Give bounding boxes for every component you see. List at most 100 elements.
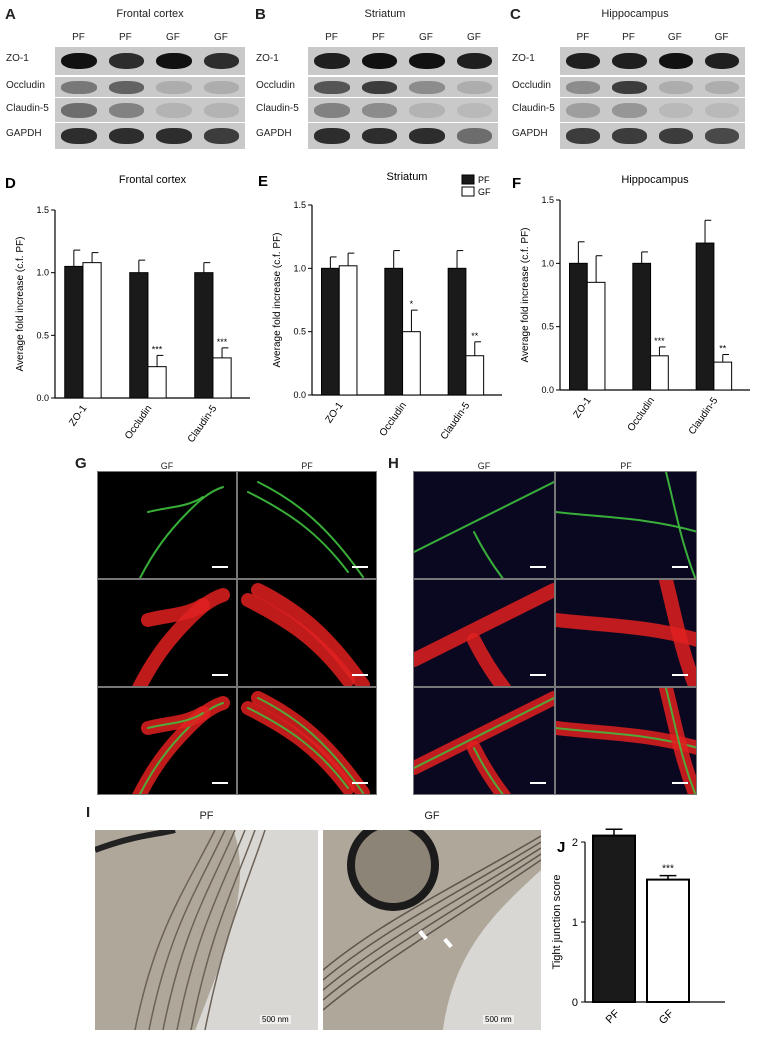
lane-label: GF	[165, 32, 180, 43]
scale-bar	[530, 782, 546, 784]
blot-strip	[560, 97, 745, 123]
micro-image	[97, 579, 237, 687]
bar-pf	[64, 265, 84, 399]
vessel-path	[473, 531, 504, 578]
blot-band	[409, 103, 445, 118]
x-tick-label: ZO-1	[572, 395, 594, 420]
blot-strip	[308, 76, 498, 98]
bar-gf	[338, 265, 358, 396]
chart-title: Frontal cortex	[119, 174, 187, 186]
lane-label: PF	[119, 32, 132, 43]
blot-band	[704, 52, 739, 70]
bar-gf	[713, 361, 733, 391]
chart-j: J 0 1 2 Tight junction score PF *** GF	[551, 828, 725, 1027]
vessel-path	[251, 583, 370, 686]
y-tick-label: 0	[572, 997, 578, 1009]
bar-pf	[569, 262, 588, 391]
blot-band	[156, 81, 192, 94]
lane-label: PF	[576, 32, 590, 43]
blot-band	[61, 128, 97, 144]
micro-vessel-drawing	[556, 472, 696, 578]
bar-pf	[384, 267, 404, 396]
x-tick-label: Claudin-5	[186, 403, 220, 445]
vessel-path	[665, 472, 696, 578]
vessel-path	[473, 747, 504, 794]
blot-row-label: Occludin	[256, 79, 295, 91]
membrane-path	[323, 841, 541, 981]
blot-band	[409, 128, 445, 144]
scale-bar	[352, 566, 368, 568]
membrane-path	[323, 847, 541, 991]
blot-band	[203, 128, 239, 144]
em-image: 500 nm	[323, 830, 541, 1030]
blot-title: Striatum	[364, 8, 406, 20]
blot-band	[361, 103, 397, 118]
significance-label: ***	[217, 337, 228, 347]
blot-band	[314, 52, 350, 70]
chart-title: Hippocampus	[621, 174, 689, 186]
lumen-region	[195, 830, 318, 1030]
blot-row-label: ZO-1	[6, 53, 29, 64]
micro-vessel-drawing	[414, 481, 554, 578]
micro-vessel-drawing	[414, 691, 554, 794]
bar-pf	[695, 242, 715, 391]
blot-strip	[308, 46, 498, 75]
scale-bar	[672, 782, 688, 784]
blot-lane-labels: PF PF GF GF	[55, 32, 245, 43]
micro-col-label: GF	[477, 461, 491, 471]
micro-vessel-drawing	[247, 481, 364, 578]
panel-letter-j: J	[557, 839, 565, 856]
blot-band	[658, 52, 693, 70]
y-tick-label: 1.5	[36, 205, 49, 215]
panel-letter-a: A	[5, 6, 16, 23]
x-tick-label: ZO-1	[324, 400, 346, 425]
blot-band	[61, 103, 97, 118]
blot-band	[108, 103, 144, 118]
blot-band	[314, 81, 350, 94]
y-tick-label: 1.5	[541, 195, 554, 205]
membrane-path	[323, 853, 541, 1001]
blot-row-label: Claudin-5	[6, 102, 49, 114]
blot-row-label: ZO-1	[512, 53, 535, 64]
blot-lane-labels: PF PF GF GF	[560, 32, 745, 43]
blot-row-label: GAPDH	[256, 128, 292, 139]
blot-band	[566, 52, 601, 70]
em-image: 500 nm	[95, 830, 318, 1030]
vessel-path	[138, 486, 224, 578]
membrane-path	[323, 835, 541, 971]
significance-label: *	[410, 299, 414, 309]
blot-band	[203, 52, 239, 70]
scale-bar	[212, 674, 228, 676]
micro-vessel-drawing	[138, 486, 224, 578]
blot-band	[658, 128, 693, 144]
vessel-path	[247, 491, 349, 573]
blot-band	[314, 103, 350, 118]
bar-pf	[129, 272, 149, 399]
bar-pf	[194, 272, 214, 399]
lumen-region	[442, 870, 541, 1030]
significance-label: **	[471, 331, 479, 341]
lane-label: GF	[214, 32, 228, 43]
x-tick-label: GF	[657, 1007, 676, 1026]
micro-vessel-drawing	[241, 691, 370, 794]
micro-image	[555, 687, 697, 795]
y-tick-label: 0.5	[293, 327, 306, 337]
blot-band	[361, 128, 397, 144]
blot-band	[61, 52, 97, 70]
y-axis-label: Average fold increase (c.f. PF)	[520, 228, 531, 363]
lane-label: PF	[372, 32, 385, 43]
blot-title: Hippocampus	[601, 8, 669, 20]
micro-vessel-drawing	[241, 583, 370, 686]
blot-band	[456, 81, 492, 94]
blot-band	[108, 81, 144, 94]
significance-label: **	[719, 344, 727, 354]
blot-band	[704, 103, 739, 118]
chart-f: F Hippocampus 0.0 0.5 1.0 1.5 Average fold inc…	[512, 174, 750, 437]
vessel-path	[659, 580, 696, 686]
blot-band	[361, 81, 397, 94]
scale-bar	[672, 674, 688, 676]
blot-band	[156, 128, 192, 144]
x-tick-label: Occludin	[123, 403, 154, 441]
blot-strip	[560, 76, 745, 98]
blot-band	[658, 103, 693, 118]
